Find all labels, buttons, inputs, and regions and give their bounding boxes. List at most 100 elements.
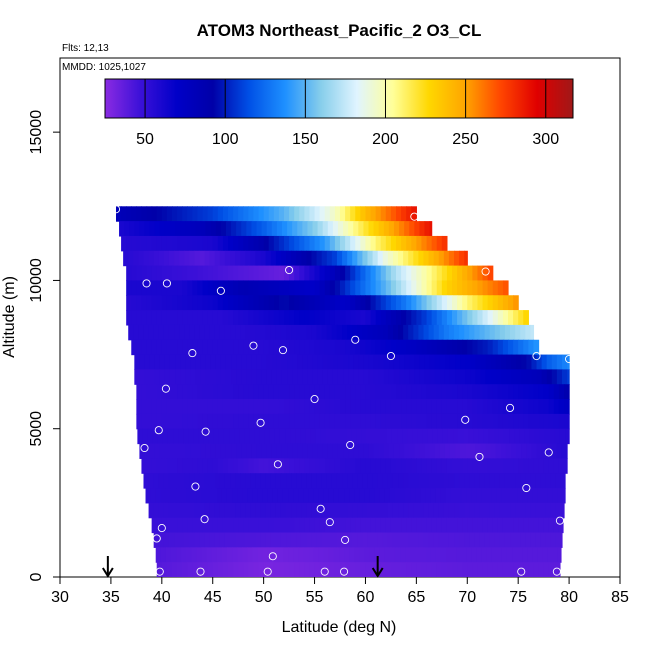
heatmap-cell [433, 502, 440, 519]
heatmap-cell [238, 399, 244, 415]
heatmap-cell [256, 221, 263, 237]
heatmap-cell [396, 295, 402, 311]
heatmap-cell [497, 295, 504, 311]
heatmap-cell [421, 399, 428, 415]
heatmap-cell [406, 562, 412, 577]
heatmap-cell [163, 250, 170, 267]
heatmap-cell [350, 235, 356, 252]
sample-point [157, 524, 166, 533]
heatmap-cell [326, 532, 333, 548]
heatmap-cell [365, 280, 372, 296]
heatmap-cell [436, 235, 443, 252]
heatmap-cell [469, 502, 475, 519]
heatmap-cell [360, 295, 367, 311]
heatmap-cell [144, 443, 151, 459]
heatmap-cell [416, 517, 423, 534]
heatmap-cell [518, 413, 524, 430]
heatmap-cell [457, 517, 463, 534]
heatmap-cell [419, 354, 426, 370]
heatmap-cell [302, 354, 309, 370]
heatmap-cell [269, 428, 276, 445]
heatmap-cell [472, 339, 479, 356]
heatmap-cell [426, 339, 433, 356]
heatmap-cell [499, 532, 506, 548]
heatmap-cell [370, 458, 377, 474]
heatmap-cell [131, 295, 137, 311]
heatmap-cell [380, 310, 387, 326]
heatmap-cell [520, 324, 526, 341]
heatmap-cell [289, 265, 295, 282]
heatmap-cell [452, 517, 458, 534]
heatmap-cell [523, 310, 529, 326]
heatmap-cell [131, 339, 137, 356]
heatmap-cell [525, 473, 531, 489]
heatmap-cell [284, 295, 290, 311]
heatmap-cell [494, 532, 501, 548]
heatmap-cell [289, 339, 295, 356]
heatmap-cell [526, 443, 533, 459]
colorbar-tick-label: 300 [532, 131, 559, 148]
sample-point [196, 567, 205, 576]
heatmap-cell [355, 265, 361, 282]
heatmap-cell [373, 443, 380, 459]
heatmap-cell [531, 354, 538, 370]
heatmap-cell [392, 324, 399, 341]
heatmap-cell [501, 488, 508, 504]
heatmap-cell [202, 295, 209, 311]
heatmap-cell [355, 206, 361, 222]
heatmap-cell [304, 265, 311, 282]
heatmap-cell [374, 547, 381, 563]
heatmap-cell [268, 295, 275, 311]
heatmap-cell [146, 310, 153, 326]
heatmap-cell [191, 547, 198, 563]
heatmap-cell [418, 502, 425, 519]
heatmap-cell [207, 206, 214, 222]
heatmap-cell [448, 502, 455, 519]
heatmap-cell [217, 310, 224, 326]
heatmap-cell [299, 310, 305, 326]
heatmap-cell [506, 488, 513, 504]
heatmap-cell [390, 562, 397, 577]
heatmap-cell [508, 339, 514, 356]
heatmap-cell [268, 399, 275, 415]
heatmap-cell [497, 517, 504, 534]
heatmap-cell [513, 517, 519, 534]
heatmap-cell [133, 324, 139, 341]
heatmap-cell [197, 206, 204, 222]
heatmap-cell [477, 310, 484, 326]
heatmap-cell [564, 413, 570, 430]
heatmap-cell [556, 443, 563, 459]
heatmap-cell [280, 250, 287, 267]
heatmap-cell [304, 458, 311, 474]
heatmap-cell [291, 250, 297, 267]
heatmap-cell [128, 324, 134, 341]
heatmap-cell [348, 369, 354, 385]
heatmap-cell [141, 384, 148, 400]
heatmap-cell [250, 532, 257, 548]
heatmap-cell [434, 354, 441, 370]
heatmap-cell [396, 399, 402, 415]
heatmap-cell [166, 280, 173, 296]
heatmap-cell [236, 354, 242, 370]
heatmap-cell [349, 488, 355, 504]
heatmap-cell [273, 280, 280, 296]
heatmap-cell [288, 547, 294, 563]
heatmap-cell [238, 295, 244, 311]
heatmap-cell [134, 221, 141, 237]
heatmap-cell [508, 310, 514, 326]
heatmap-cell [222, 310, 229, 326]
heatmap-cell [543, 413, 550, 430]
heatmap-cell [396, 562, 402, 577]
heatmap-cell [247, 547, 254, 563]
heatmap-cell [440, 547, 447, 563]
heatmap-cell [567, 369, 570, 385]
heatmap-cell [459, 324, 465, 341]
heatmap-cell [404, 221, 410, 237]
heatmap-cell [375, 310, 382, 326]
heatmap-cell [502, 384, 509, 400]
heatmap-cell [393, 221, 400, 237]
sample-point [461, 415, 470, 424]
heatmap-cell [553, 399, 560, 415]
heatmap-cell [218, 428, 225, 445]
heatmap-cell [180, 221, 186, 237]
